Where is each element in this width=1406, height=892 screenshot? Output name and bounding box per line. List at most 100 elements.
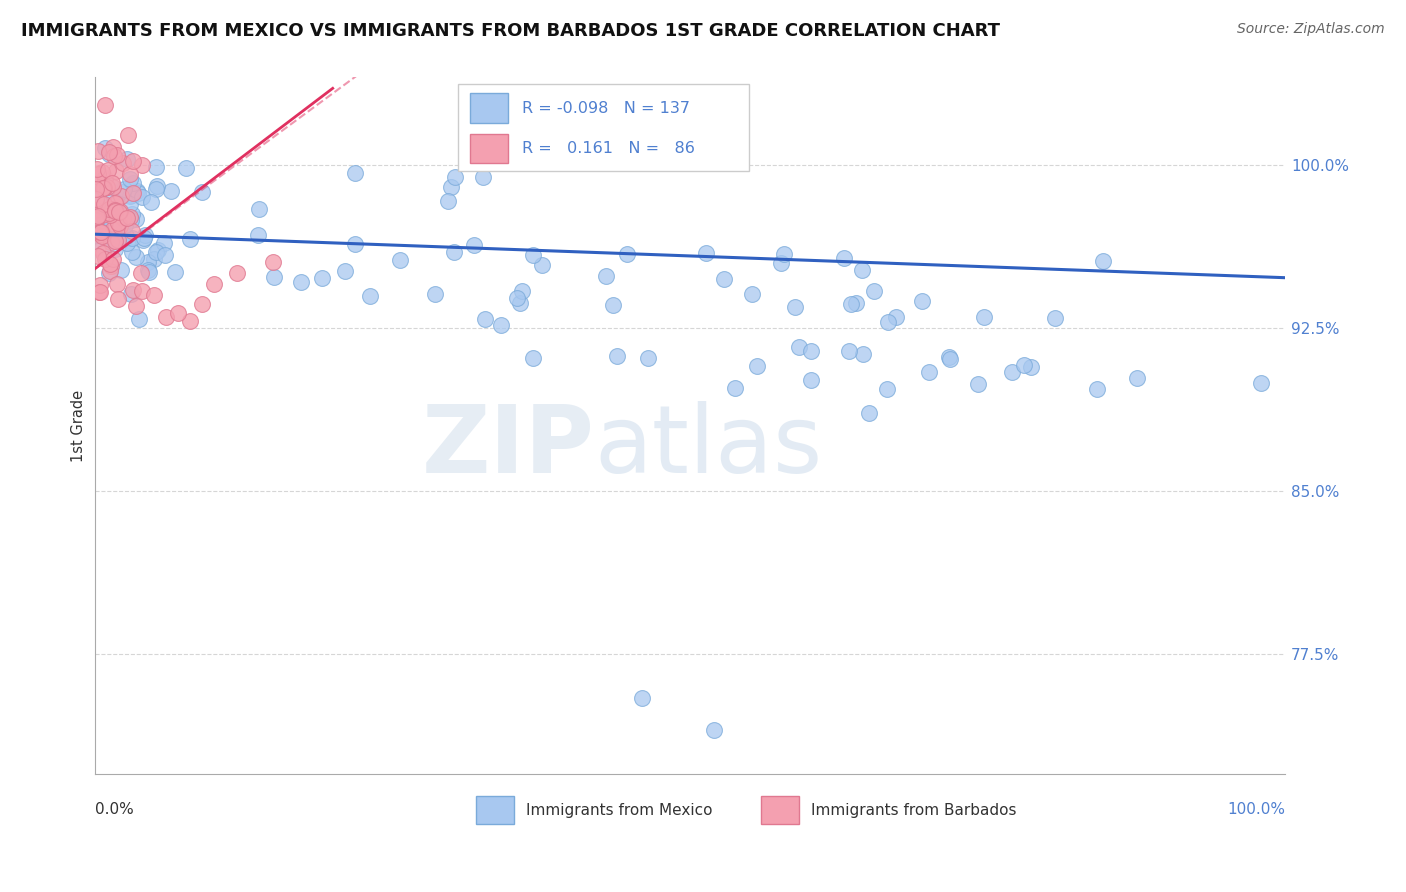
Point [800,373,823,387]
Text: R = -0.098   N = 137: R = -0.098 N = 137 [522,101,690,116]
Point [107,233,129,247]
Point [311,271,333,285]
Point [86,161,108,176]
Point [474,312,496,326]
Point [884,310,907,325]
Point [84,192,107,206]
Point [86,210,108,224]
Bar [762,797,800,824]
Point [120,213,142,227]
Point [290,275,312,289]
Bar [458,85,749,171]
Point [1045,310,1067,325]
Point [125,250,148,264]
Point [110,263,132,277]
Point [121,153,143,168]
Point [115,211,138,226]
Point [100,260,122,274]
Point [97,145,120,159]
Point [104,242,127,256]
Point [101,252,124,266]
Point [139,194,162,209]
Point [111,156,134,170]
Point [769,256,792,270]
Point [138,265,160,279]
Point [1014,359,1036,373]
Point [522,351,544,365]
Point [423,287,446,301]
Point [90,242,112,256]
Point [94,98,117,112]
Point [120,197,142,211]
Point [89,198,111,212]
Point [602,298,624,312]
Point [858,406,880,420]
Point [129,267,152,281]
Point [125,184,148,198]
Point [91,225,114,239]
Point [787,340,810,354]
Point [772,247,794,261]
Point [96,180,118,194]
Point [86,167,108,181]
Point [876,382,898,396]
Point [508,295,530,310]
Point [98,206,121,220]
Point [100,211,122,225]
Point [89,225,111,239]
Point [107,216,129,230]
Point [179,232,201,246]
Point [439,180,461,194]
Point [104,196,127,211]
Point [103,204,125,219]
Point [938,350,960,364]
Text: 100.0%: 100.0% [1227,802,1285,817]
Point [246,228,269,243]
Point [800,344,823,359]
Point [911,293,934,308]
Y-axis label: 1st Grade: 1st Grade [72,390,86,462]
Point [105,196,128,211]
Point [107,205,129,219]
Point [86,209,108,223]
Point [90,164,112,178]
Point [101,222,124,236]
Point [89,168,111,182]
Point [112,181,135,195]
Point [190,186,212,200]
Point [117,153,139,167]
Point [226,266,249,280]
Point [91,246,114,260]
Point [616,246,638,260]
Point [134,228,156,243]
Point [121,244,143,259]
Point [100,176,122,190]
Point [107,293,129,307]
Point [134,231,156,245]
Point [103,180,125,194]
Point [531,258,554,272]
Point [852,347,875,361]
Point [96,180,118,194]
Point [838,344,860,359]
Point [443,244,465,259]
Point [443,170,465,185]
Point [876,315,898,329]
Point [695,246,717,260]
Point [89,285,111,300]
Point [120,287,142,301]
Point [741,287,763,301]
Point [202,277,225,292]
Text: Immigrants from Mexico: Immigrants from Mexico [526,803,711,818]
Point [190,297,212,311]
Text: Source: ZipAtlas.com: Source: ZipAtlas.com [1237,22,1385,37]
Point [101,232,124,246]
Point [1019,359,1042,374]
Point [136,263,159,277]
Point [93,181,115,195]
Point [93,211,115,225]
Point [145,245,167,260]
Point [87,285,110,299]
Point [84,202,107,217]
Point [1085,382,1108,396]
